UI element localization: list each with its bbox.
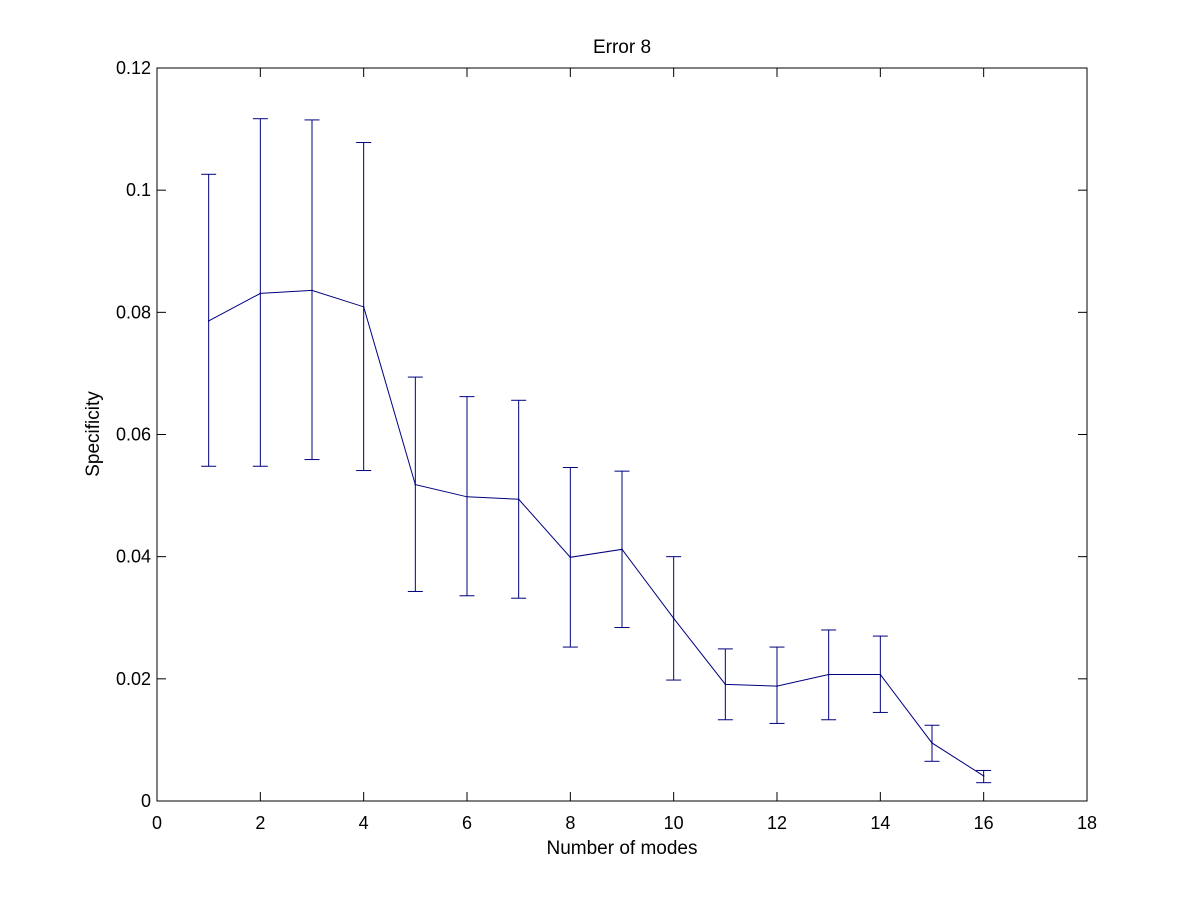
data-point — [414, 483, 417, 486]
x-tick-label: 10 — [664, 813, 684, 833]
data-point — [724, 683, 727, 686]
y-tick-label: 0.06 — [116, 425, 151, 445]
x-tick-label: 16 — [974, 813, 994, 833]
chart-title: Error 8 — [593, 37, 651, 58]
data-point — [931, 742, 933, 744]
data-point — [879, 673, 882, 676]
y-tick-label: 0.04 — [116, 547, 151, 567]
y-tick-label: 0 — [141, 791, 151, 811]
data-point — [466, 496, 468, 498]
data-point — [982, 775, 985, 777]
plot-area — [157, 68, 1087, 801]
data-point — [207, 320, 210, 322]
x-tick-label: 18 — [1077, 813, 1097, 833]
x-tick-label: 14 — [870, 813, 890, 833]
data-point — [362, 306, 365, 308]
x-tick-label: 6 — [462, 813, 472, 833]
y-tick-label: 0.02 — [116, 669, 151, 689]
data-point — [311, 289, 313, 292]
y-tick-label: 0.1 — [126, 180, 151, 200]
data-point — [776, 685, 778, 687]
y-tick-label: 0.08 — [116, 302, 151, 322]
x-tick-label: 4 — [359, 813, 369, 833]
data-point — [517, 498, 520, 501]
y-tick-label: 0.12 — [116, 58, 151, 78]
data-point — [672, 617, 675, 620]
data-point — [827, 673, 830, 676]
data-point — [259, 292, 262, 295]
x-tick-label: 2 — [255, 813, 265, 833]
y-axis-label: Specificity — [83, 391, 104, 477]
x-axis-label: Number of modes — [546, 838, 697, 859]
x-tick-label: 8 — [565, 813, 575, 833]
x-tick-label: 0 — [152, 813, 162, 833]
x-tick-label: 12 — [767, 813, 787, 833]
data-point — [569, 556, 572, 559]
marks-layer — [201, 118, 992, 784]
axes-box — [156, 67, 1088, 802]
series-line — [208, 289, 984, 777]
ticks-layer: 0 2 4 6 8 10 12 14 16 18 0 0.02 0.04 0.06 0.08 0.1 0.12 — [116, 58, 1097, 833]
data-point — [621, 548, 623, 551]
